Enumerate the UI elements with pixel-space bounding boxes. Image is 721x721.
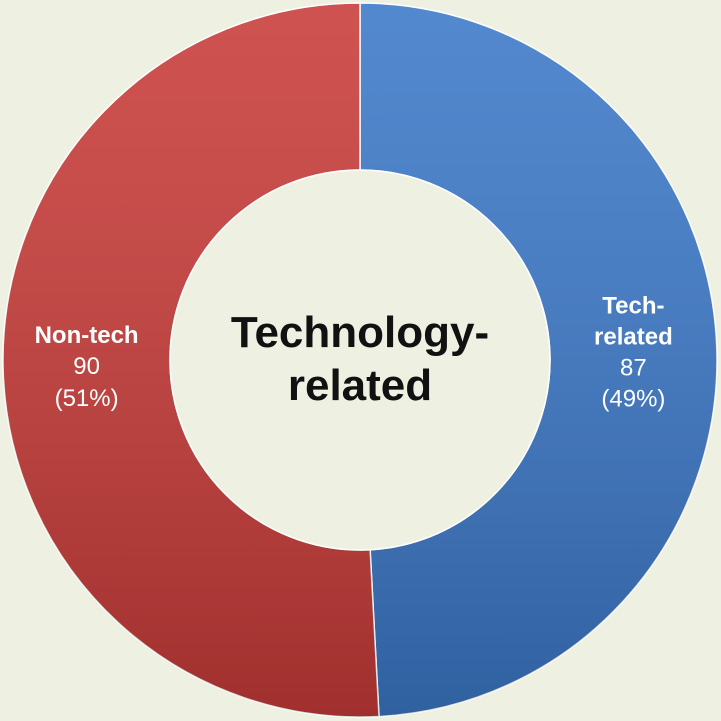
slice-shade — [360, 3, 717, 717]
category-name: Non-tech — [34, 322, 139, 350]
value-label: 87 — [620, 354, 647, 382]
value-label: 90 — [73, 353, 100, 381]
percent-label: (49%) — [601, 385, 666, 413]
percent-label: (51%) — [54, 384, 119, 412]
center-title: Technology-related — [230, 308, 490, 410]
slice-label: Tech-related 87 (49%) — [574, 290, 692, 415]
category-name: Tech-related — [594, 292, 673, 351]
donut-hole — [169, 169, 551, 551]
slice-label: Non-tech 90 (51%) — [28, 320, 146, 414]
slice-shade — [2, 3, 380, 718]
